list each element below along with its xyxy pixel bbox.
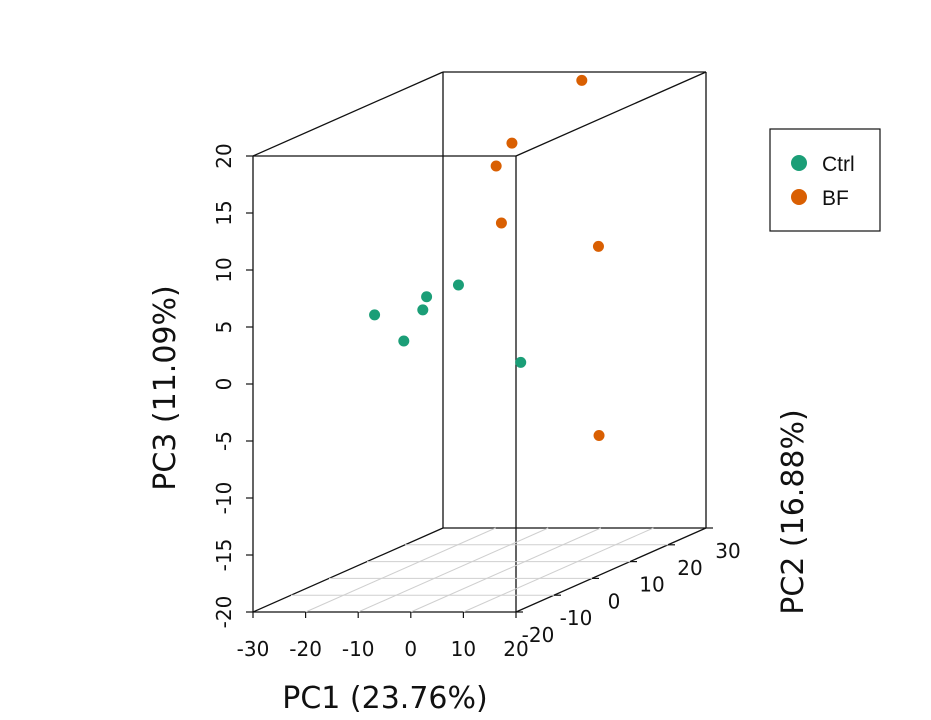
x-tick-label: -30 (237, 637, 270, 661)
data-points (369, 74, 605, 441)
z-tick-label: -5 (212, 431, 236, 451)
plot-box (252, 71, 707, 613)
floor-gridline-x (305, 527, 496, 613)
box-edge (515, 71, 707, 157)
z-tick-label: -20 (212, 596, 236, 629)
floor-gridline-x (357, 527, 549, 613)
floor-gridline-x (410, 527, 602, 613)
point-ctrl (515, 356, 527, 368)
z-tick-label: -15 (212, 539, 236, 572)
legend-marker-ctrl (791, 155, 807, 171)
z-axis-title: PC3 (11.09%) (148, 285, 183, 490)
legend-label-bf: BF (822, 187, 849, 210)
point-bf (576, 74, 588, 86)
point-ctrl (452, 279, 464, 291)
y-tick-label: -20 (522, 623, 555, 647)
point-bf (495, 217, 507, 229)
point-ctrl (369, 309, 381, 321)
box-edge (252, 71, 444, 157)
x-tick-label: 0 (404, 637, 417, 661)
point-ctrl (421, 291, 433, 303)
y-tick-label: 0 (608, 589, 621, 613)
box-edge (515, 527, 707, 613)
y-tick-label: 10 (639, 573, 664, 597)
z-tick-label: 5 (212, 321, 236, 334)
x-tick-label: 20 (503, 637, 528, 661)
legend: Ctrl BF (769, 128, 881, 232)
legend-box (769, 128, 881, 232)
z-tick-label: -10 (212, 482, 236, 515)
point-bf (592, 240, 604, 252)
point-ctrl (417, 304, 429, 316)
z-tick-label: 0 (212, 378, 236, 391)
x-tick-label: -20 (289, 637, 322, 661)
y-tick-label: 30 (715, 539, 740, 563)
box-edge (252, 527, 444, 613)
y-tick-label: -10 (560, 606, 593, 630)
y-axis-title: PC2 (16.88%) (776, 409, 811, 614)
floor-grid (291, 527, 668, 613)
z-tick-label: 20 (212, 143, 236, 168)
x-axis-title: PC1 (23.76%) (282, 681, 487, 716)
point-bf (593, 429, 605, 441)
x-tick-label: -10 (342, 637, 375, 661)
point-bf (506, 137, 518, 149)
legend-marker-bf (791, 189, 807, 205)
x-tick-label: 10 (451, 637, 476, 661)
point-bf (490, 160, 502, 172)
point-ctrl (398, 335, 410, 347)
legend-label-ctrl: Ctrl (822, 153, 855, 176)
z-tick-label: 10 (212, 257, 236, 282)
floor-gridline-x (463, 527, 654, 613)
axis-ticks: -30 -20 -10 0 10 20-20-100102030-20-15-10-505… (212, 143, 741, 661)
y-tick-label: 20 (677, 556, 702, 580)
z-tick-label: 15 (212, 200, 236, 225)
